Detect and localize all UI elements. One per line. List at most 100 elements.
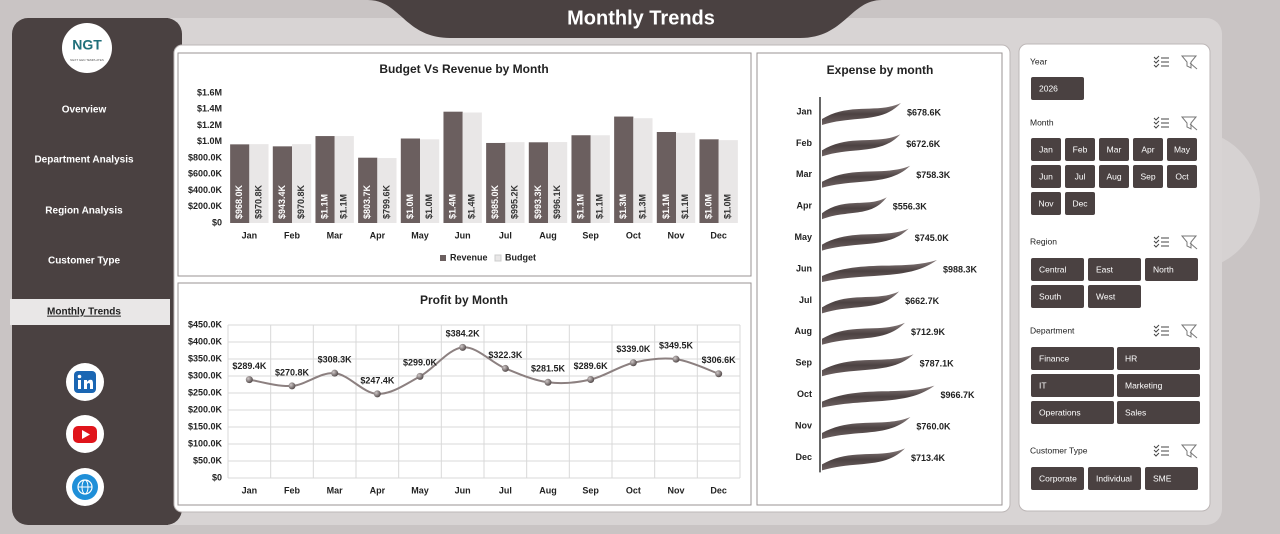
expense-bar	[822, 417, 911, 439]
slicer-button-bg	[1065, 192, 1095, 215]
slicer-button[interactable]: Individual	[1088, 467, 1141, 490]
slicer-button[interactable]: Feb	[1065, 138, 1095, 161]
slicer-button[interactable]: SME	[1145, 467, 1198, 490]
slicer-button[interactable]: Corporate	[1031, 467, 1084, 490]
slicer-button[interactable]: West	[1088, 285, 1141, 308]
slicer-button[interactable]: North	[1145, 258, 1198, 281]
slicer-button[interactable]: IT	[1031, 374, 1114, 397]
slicer-button[interactable]: East	[1088, 258, 1141, 281]
slicer-button[interactable]: Oct	[1167, 165, 1197, 188]
nav-item-active[interactable]: Monthly Trends	[47, 307, 121, 318]
point	[459, 343, 467, 351]
multi-select-icon[interactable]	[1153, 116, 1169, 129]
slicer-button[interactable]: Marketing	[1117, 374, 1200, 397]
nav-item[interactable]: Department Analysis	[34, 155, 134, 166]
clear-filter-icon[interactable]	[1180, 324, 1198, 339]
slicer-button[interactable]: Mar	[1099, 138, 1129, 161]
x-tick-label: Nov	[667, 230, 684, 240]
y-tick-label: Dec	[795, 452, 812, 462]
slicer-button[interactable]: Finance	[1031, 347, 1114, 370]
value-label: $1.1M	[680, 194, 690, 219]
value-label: $758.3K	[916, 170, 951, 180]
slicer-button-label: Jul	[1075, 171, 1086, 181]
multi-select-icon[interactable]	[1153, 235, 1169, 248]
slicer-button-bg	[1065, 165, 1095, 188]
slicer-button[interactable]: Apr	[1133, 138, 1163, 161]
expense-bar	[822, 228, 909, 251]
icon-shape	[1153, 332, 1160, 337]
logo-badge	[62, 23, 112, 73]
slicer-button-bg	[1065, 138, 1095, 161]
slicer-button[interactable]: South	[1031, 285, 1084, 308]
value-label: $760.0K	[916, 421, 951, 431]
bar	[272, 146, 292, 223]
slicer-button-label: Feb	[1073, 144, 1088, 154]
slicer-button[interactable]: Jun	[1031, 165, 1061, 188]
clear-filter-icon[interactable]	[1180, 116, 1198, 131]
slicer-button[interactable]: Sales	[1117, 401, 1200, 424]
slicer-button-label: Operations	[1039, 407, 1081, 417]
nav-item[interactable]: Customer Type	[48, 256, 120, 267]
x-tick-label: Mar	[327, 485, 344, 495]
icon-shape	[1189, 123, 1198, 131]
slicer-button[interactable]: HR	[1117, 347, 1200, 370]
slicer-button[interactable]: Central	[1031, 258, 1084, 281]
slicer-button-bg	[1117, 401, 1200, 424]
bar	[590, 135, 610, 223]
multi-select-icon[interactable]	[1153, 55, 1169, 68]
logo: NGT	[72, 37, 102, 53]
icon-shape	[1153, 120, 1160, 125]
slicer-button-label: East	[1096, 264, 1114, 274]
clear-filter-icon[interactable]	[1180, 235, 1198, 250]
value-label: $970.8K	[296, 184, 306, 219]
nav-item[interactable]: Overview	[62, 105, 107, 116]
value-label: $306.6K	[702, 355, 737, 365]
slicer-button[interactable]: Dec	[1065, 192, 1095, 215]
value-label: $1.0M	[424, 194, 434, 219]
slicer-button[interactable]: Sep	[1133, 165, 1163, 188]
y-tick-label: $100.0K	[188, 438, 223, 448]
nav-active-bg	[10, 299, 170, 325]
slicer-button[interactable]: 2026	[1031, 77, 1084, 100]
bar	[443, 111, 463, 223]
x-tick-label: Feb	[284, 485, 301, 495]
icon-shape	[1153, 116, 1160, 121]
clear-filter-icon[interactable]	[1180, 444, 1198, 459]
slicer-button[interactable]: Jul	[1065, 165, 1095, 188]
icon-shape	[1153, 239, 1160, 244]
clear-filter-icon[interactable]	[1180, 55, 1198, 70]
value-label: $349.5K	[659, 341, 694, 351]
multi-select-icon[interactable]	[1153, 324, 1169, 337]
website-icon[interactable]	[66, 468, 104, 506]
value-label: $1.1M	[661, 194, 671, 219]
icon-shape	[1153, 124, 1160, 129]
slicer-button-label: Nov	[1038, 198, 1054, 208]
value-label: $322.3K	[488, 350, 523, 360]
y-tick-label: Apr	[797, 201, 813, 211]
value-label: $712.9K	[911, 327, 946, 337]
chart-box	[756, 52, 1003, 506]
expense-bar	[822, 322, 905, 345]
value-label: $1.4M	[467, 194, 477, 219]
value-label: $803.7K	[362, 184, 372, 219]
slicer-button-label: Mar	[1107, 144, 1122, 154]
y-tick-label: Sep	[795, 358, 812, 368]
slicer-button-label: May	[1174, 144, 1191, 154]
slicer-button[interactable]: Jan	[1031, 138, 1061, 161]
point	[373, 390, 381, 398]
slicer-button-bg	[1167, 165, 1197, 188]
multi-select-icon[interactable]	[1153, 444, 1169, 457]
slicer-button[interactable]: Nov	[1031, 192, 1061, 215]
nav-item[interactable]: Region Analysis	[45, 206, 123, 217]
bar	[571, 135, 591, 223]
bar	[505, 142, 525, 223]
youtube-icon[interactable]	[66, 415, 104, 453]
slicer-button[interactable]: May	[1167, 138, 1197, 161]
sidebar	[12, 18, 182, 525]
slicer-button[interactable]: Operations	[1031, 401, 1114, 424]
slicer-button[interactable]: Aug	[1099, 165, 1129, 188]
linkedin-icon[interactable]	[66, 363, 104, 401]
bar	[358, 157, 378, 223]
